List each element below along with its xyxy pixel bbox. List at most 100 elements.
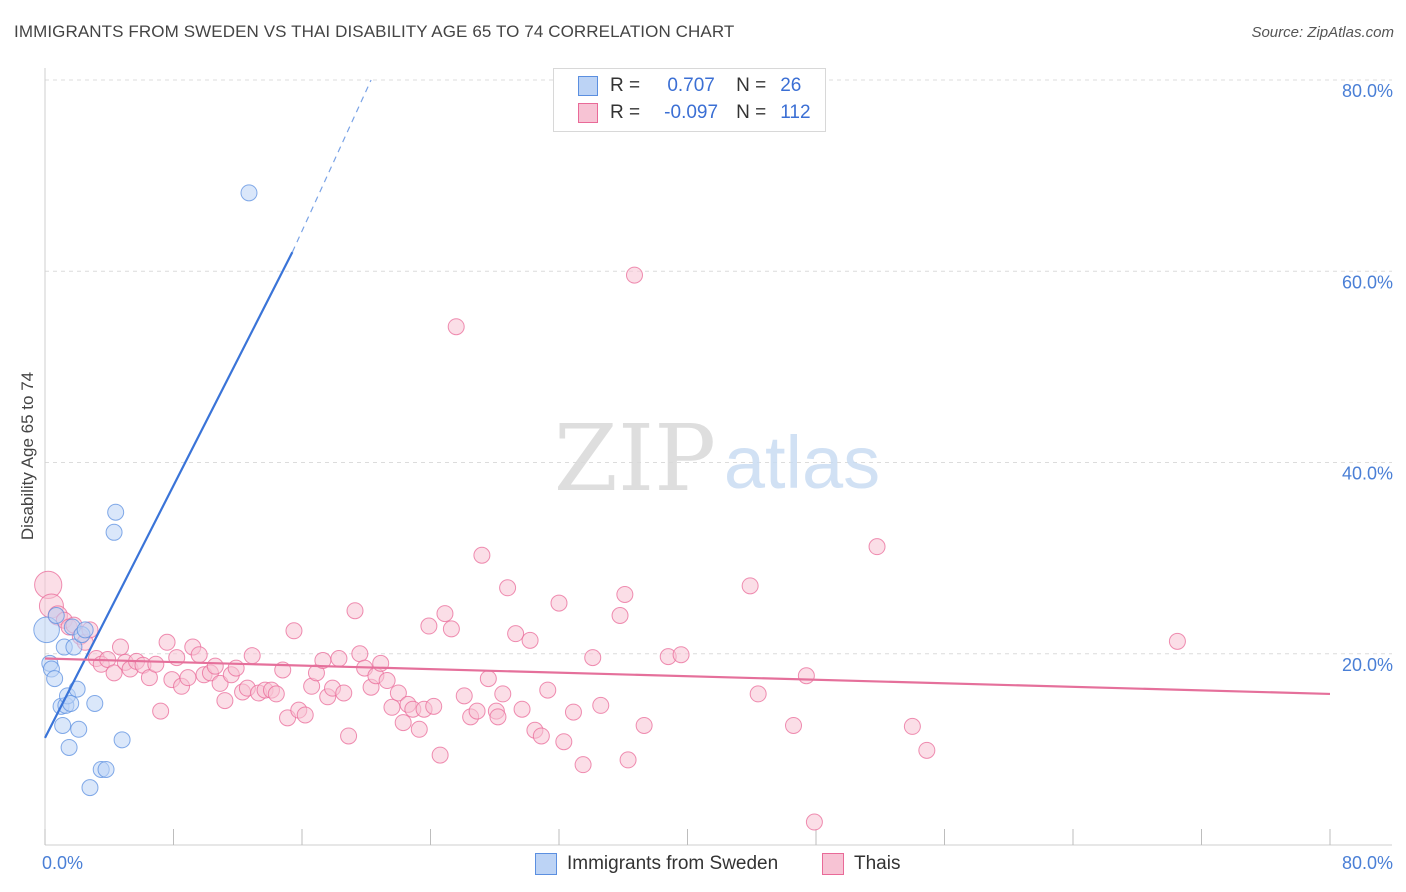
thai-point-63 <box>389 684 407 702</box>
thai-point-46 <box>296 706 314 724</box>
thai-point-96 <box>616 585 634 603</box>
thai-point-94 <box>592 696 610 714</box>
thai-point-90 <box>555 733 573 751</box>
thai-n-label: N = <box>736 102 767 123</box>
thai-point-101 <box>672 646 690 664</box>
thai-point-84 <box>513 700 531 718</box>
thai-point-32 <box>216 692 234 710</box>
sweden-point-23 <box>107 503 125 521</box>
thai-point-73 <box>442 620 460 638</box>
source-credit: Source: ZipAtlas.com <box>1251 24 1394 41</box>
thai-point-89 <box>550 594 568 612</box>
sweden-trend-line <box>44 251 294 739</box>
thai-point-75 <box>455 687 473 705</box>
y-axis-label: Disability Age 65 to 74 <box>18 371 37 541</box>
thai-point-25 <box>179 669 197 687</box>
thai-points <box>34 266 1186 831</box>
thai-point-20 <box>152 702 170 720</box>
watermark-zip: ZIP <box>554 405 716 512</box>
thai-point-31 <box>211 674 229 692</box>
thai-point-95 <box>611 607 629 624</box>
y-tick-label-80: 80.0% <box>1342 81 1393 101</box>
thai-point-87 <box>532 727 550 745</box>
thai-point-88 <box>539 681 557 699</box>
thai-point-72 <box>436 605 454 623</box>
trend-lines <box>44 79 1331 739</box>
thai-point-102 <box>741 577 759 595</box>
thai-point-12 <box>105 664 123 682</box>
stats-legend: R = 0.707 N = 26 R = -0.097 N = 112 <box>553 68 826 132</box>
thai-point-64 <box>394 714 412 732</box>
sweden-point-15 <box>70 720 88 738</box>
sweden-point-24 <box>113 731 131 749</box>
thai-point-79 <box>479 670 497 688</box>
sweden-point-10 <box>60 738 78 756</box>
thai-point-19 <box>147 655 165 673</box>
thai-point-71 <box>431 746 449 764</box>
thai-point-41 <box>267 685 285 703</box>
sweden-point-19 <box>86 694 104 712</box>
y-tick-label-40: 40.0% <box>1342 464 1393 484</box>
thai-point-105 <box>797 667 815 685</box>
thai-point-34 <box>227 659 245 677</box>
thai-point-37 <box>243 647 261 665</box>
thai-point-67 <box>410 720 428 738</box>
legend-row-thai: R = -0.097 N = 112 <box>578 101 811 125</box>
thai-point-93 <box>584 649 602 667</box>
thai-point-56 <box>351 645 369 663</box>
sweden-point-13 <box>65 638 83 656</box>
thai-point-54 <box>340 727 358 745</box>
sweden-point-3 <box>46 670 64 688</box>
legend-row-sweden: R = 0.707 N = 26 <box>578 74 801 98</box>
thai-point-110 <box>1168 632 1186 650</box>
thai-point-30 <box>206 657 224 675</box>
thai-point-107 <box>868 538 886 556</box>
x-tick-label-max: 80.0% <box>1342 853 1393 873</box>
sweden-point-6 <box>54 716 72 734</box>
thai-point-52 <box>330 650 348 668</box>
thai-r-value: -0.097 <box>664 102 719 123</box>
thai-point-61 <box>378 672 396 690</box>
sweden-n-value: 26 <box>780 75 802 96</box>
sweden-points <box>33 184 258 797</box>
sweden-point-25 <box>240 184 258 202</box>
thai-point-98 <box>625 266 643 284</box>
thai-point-78 <box>473 546 491 564</box>
bottom-thai-label: Thais <box>854 853 901 874</box>
bottom-sweden-swatch <box>535 853 557 875</box>
thai-point-27 <box>190 646 208 664</box>
thai-point-21 <box>158 633 176 651</box>
thai-r-label: R = <box>610 102 641 123</box>
thai-n-value: 112 <box>780 102 811 123</box>
thai-point-99 <box>635 716 653 734</box>
sweden-r-label: R = <box>610 75 641 96</box>
thai-swatch <box>578 103 598 123</box>
thai-point-85 <box>521 631 539 649</box>
thai-point-74 <box>447 318 465 336</box>
bottom-sweden-label: Immigrants from Sweden <box>567 853 779 874</box>
sweden-trend-extension <box>291 79 372 253</box>
sweden-point-17 <box>76 621 94 639</box>
sweden-point-21 <box>97 760 115 778</box>
watermark-atlas: atlas <box>724 421 880 504</box>
sweden-point-0 <box>33 616 60 644</box>
thai-point-109 <box>918 741 936 759</box>
thai-point-53 <box>335 684 353 702</box>
thai-point-13 <box>111 638 129 656</box>
bottom-thai-swatch <box>822 853 844 875</box>
thai-point-62 <box>383 698 401 716</box>
bottom-legend-sweden: Immigrants from Sweden <box>535 852 778 876</box>
axes <box>44 68 1392 846</box>
thai-point-83 <box>507 625 525 643</box>
y-tick-label-20: 20.0% <box>1342 655 1393 675</box>
thai-point-104 <box>785 716 803 734</box>
sweden-swatch <box>578 76 598 96</box>
sweden-point-4 <box>47 607 65 624</box>
thai-point-111 <box>489 708 507 726</box>
thai-trend-line <box>44 657 1331 696</box>
sweden-n-label: N = <box>736 75 767 96</box>
thai-point-70 <box>425 697 443 715</box>
thai-point-81 <box>494 685 512 703</box>
chart-title: IMMIGRANTS FROM SWEDEN VS THAI DISABILIT… <box>14 22 735 41</box>
